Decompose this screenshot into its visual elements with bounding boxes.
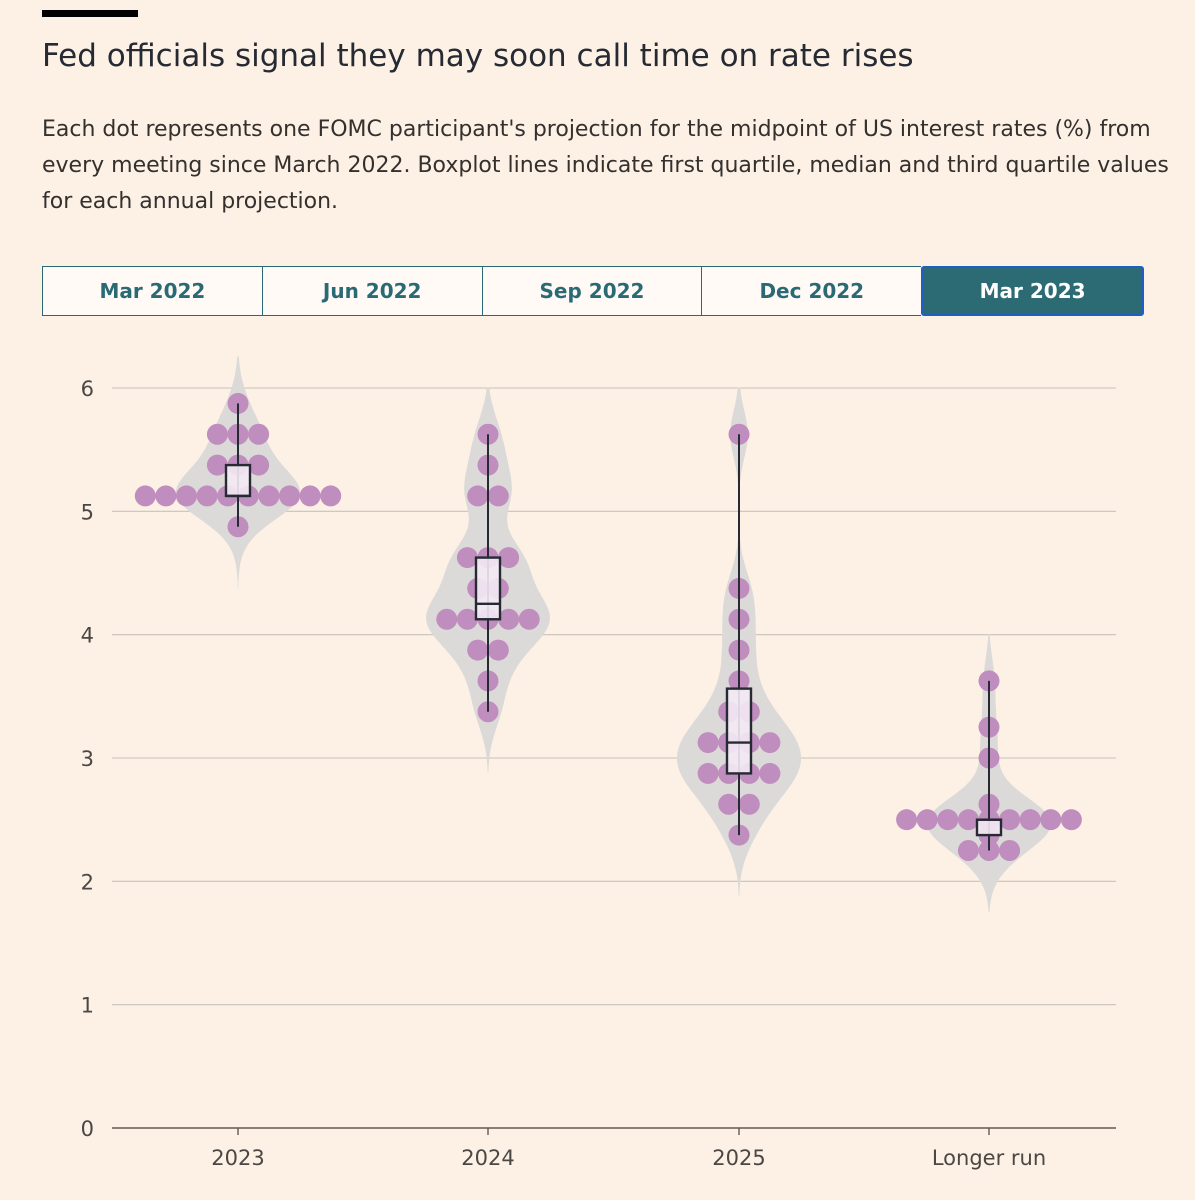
- projection-dot: [498, 608, 520, 630]
- y-tick-label: 4: [81, 624, 94, 648]
- y-tick-label: 6: [81, 377, 94, 401]
- projection-dot: [258, 485, 280, 507]
- projection-dot: [896, 809, 918, 831]
- tab-mar-2022[interactable]: Mar 2022: [42, 266, 262, 316]
- projection-dot: [697, 762, 719, 784]
- x-tick-label: 2024: [461, 1146, 514, 1170]
- projection-dot: [937, 809, 959, 831]
- projection-dot: [248, 423, 270, 445]
- chart-title: Fed officials signal they may soon call …: [42, 38, 914, 74]
- projection-dot: [999, 809, 1021, 831]
- projection-dot: [1060, 809, 1082, 831]
- projection-dot: [155, 485, 177, 507]
- projection-dot: [1040, 809, 1062, 831]
- projection-dot: [456, 608, 478, 630]
- chart-subtitle: Each dot represents one FOMC participant…: [42, 117, 1169, 214]
- x-tick-label: 2025: [712, 1146, 765, 1170]
- projection-dot: [718, 793, 740, 815]
- y-tick-label: 5: [81, 500, 94, 524]
- meeting-tabs: Mar 2022 Jun 2022 Sep 2022 Dec 2022 Mar …: [42, 266, 1144, 316]
- projection-dot: [999, 840, 1021, 861]
- projection-dot: [957, 809, 979, 831]
- tab-sep-2022[interactable]: Sep 2022: [481, 266, 702, 316]
- x-tick-label: 2023: [211, 1146, 264, 1170]
- projection-dot: [279, 485, 300, 507]
- box-2: [725, 687, 753, 775]
- projection-dot: [518, 608, 540, 630]
- projection-dot: [206, 454, 228, 476]
- projection-dot: [1019, 809, 1041, 831]
- projection-dot: [697, 732, 719, 754]
- projection-dot: [436, 608, 458, 630]
- projection-dot: [248, 454, 270, 476]
- projection-dot: [467, 485, 489, 507]
- box-3: [975, 818, 1003, 837]
- projection-dot: [467, 639, 489, 661]
- projection-dot: [738, 793, 760, 815]
- projection-dot: [498, 547, 520, 569]
- projection-dot: [759, 732, 781, 754]
- tab-mar-2023[interactable]: Mar 2023: [921, 266, 1144, 316]
- y-tick-label: 0: [81, 1117, 94, 1141]
- box-1: [474, 556, 502, 621]
- projection-dot: [916, 809, 938, 831]
- top-rule: [42, 10, 138, 17]
- projection-dot: [134, 485, 156, 507]
- projection-dot: [487, 639, 509, 661]
- projection-dot: [456, 547, 478, 569]
- projection-dot: [196, 485, 218, 507]
- projection-dot: [206, 423, 228, 445]
- projection-dot: [176, 485, 197, 507]
- y-tick-label: 2: [81, 870, 94, 894]
- y-tick-label: 1: [81, 994, 94, 1018]
- tab-jun-2022[interactable]: Jun 2022: [261, 266, 482, 316]
- tab-dec-2022[interactable]: Dec 2022: [701, 266, 922, 316]
- projection-dot: [759, 762, 781, 784]
- projection-dot: [487, 485, 509, 507]
- projection-dot: [320, 485, 342, 507]
- projection-dot: [299, 485, 321, 507]
- box-0: [224, 463, 252, 498]
- x-tick-label: Longer run: [932, 1146, 1046, 1170]
- projection-dot: [957, 840, 979, 861]
- y-tick-label: 3: [81, 747, 94, 771]
